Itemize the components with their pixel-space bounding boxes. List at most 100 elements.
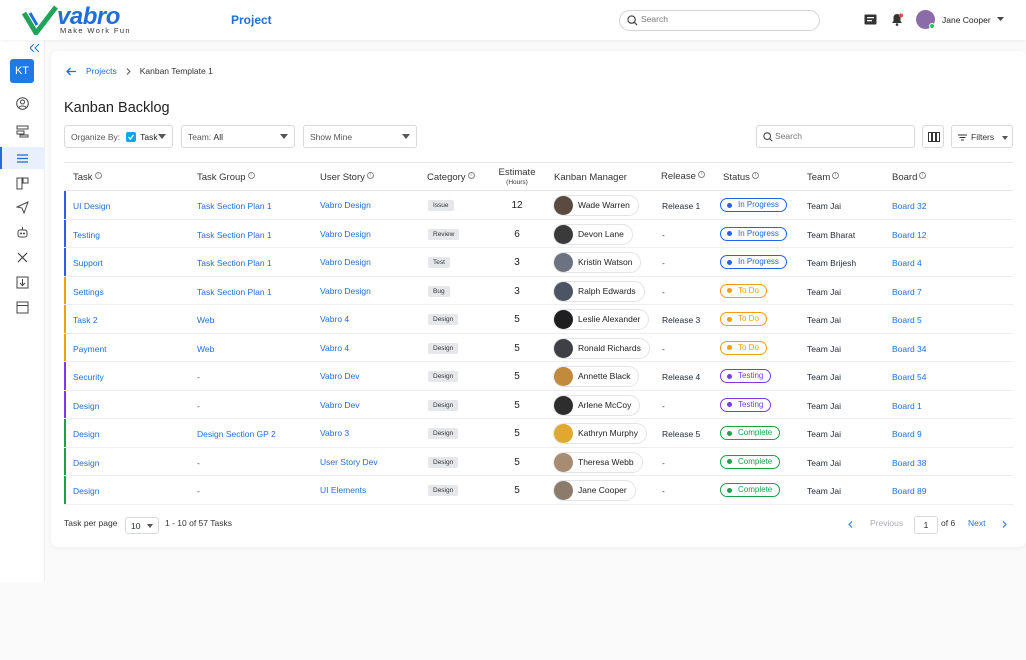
board-link[interactable]: Board 7 [892,286,922,297]
chevron-down-icon[interactable] [997,17,1004,22]
manager-chip[interactable]: Jane Cooper [553,480,636,501]
task-link[interactable]: Settings [73,286,104,297]
task-link[interactable]: Task 2 [73,315,98,325]
task-group-link[interactable]: Task Section Plan 1 [197,258,272,268]
table-row[interactable]: Design - User Story Dev Design 5 Theresa Webb… [64,447,1013,476]
project-badge[interactable]: KT [10,59,34,83]
board-link[interactable]: Board 4 [892,258,922,268]
task-link[interactable]: Design [73,429,100,439]
layout-icon[interactable] [16,177,29,190]
status-badge[interactable]: Testing [720,397,772,412]
user-story-link[interactable]: UI Elements [320,485,367,495]
chevron-right-icon[interactable] [1002,521,1007,528]
status-badge[interactable]: Testing [720,369,772,383]
user-story-link[interactable]: Vabro Design [320,257,371,267]
board-link[interactable]: Board 38 [892,457,927,468]
download-icon[interactable] [16,276,29,289]
table-row[interactable]: Settings Task Section Plan 1 Vabro Design B… [64,276,1013,305]
manager-chip[interactable]: Arlene McCoy [553,394,641,416]
task-group-link[interactable]: Task Section Plan 1 [197,286,272,297]
table-search[interactable] [756,125,915,148]
manager-chip[interactable]: Kristin Watson [553,252,642,273]
team-select[interactable]: Team: All [181,125,295,148]
user-story-link[interactable]: Vabro Dev [320,371,360,381]
organize-by-select[interactable]: Organize By: Task [64,125,173,148]
table-row[interactable]: Payment Web Vabro 4 Design 5 Ronald Richards -… [64,333,1013,362]
task-link[interactable]: Design [73,486,100,496]
breadcrumb-projects[interactable]: Projects [86,66,117,76]
user-story-link[interactable]: User Story Dev [320,456,378,467]
next-button[interactable]: Next [968,518,986,528]
status-badge[interactable]: In Progress [720,255,787,269]
task-link[interactable]: Support [73,258,103,268]
chevron-left-icon[interactable] [848,521,853,528]
task-group-link[interactable]: Web [197,315,215,325]
bot-icon[interactable] [16,226,29,239]
task-link[interactable]: Testing [73,229,100,240]
status-badge[interactable]: In Progress [720,226,787,241]
user-story-link[interactable]: Vabro 3 [320,428,350,438]
board-icon[interactable] [16,125,29,138]
manager-chip[interactable]: Leslie Alexander [553,309,650,330]
col-board[interactable]: Board i [892,172,927,183]
page-input[interactable]: 1 [914,516,938,534]
user-story-link[interactable]: Vabro Design [320,228,371,239]
top-search[interactable] [619,10,820,31]
col-user-story[interactable]: User Story i [320,172,374,183]
brand-name[interactable]: vabro [57,3,120,30]
filters-button[interactable]: Filters [951,125,1013,148]
table-row[interactable]: Testing Task Section Plan 1 Vabro Design Re… [64,219,1013,248]
status-badge[interactable]: Complete [720,426,781,440]
tools-icon[interactable] [16,251,29,264]
user-story-link[interactable]: Vabro Dev [320,399,360,410]
manager-chip[interactable]: Annette Black [553,366,640,387]
vabro-logo-icon[interactable] [22,5,58,35]
user-story-link[interactable]: Vabro 4 [320,342,350,353]
status-badge[interactable]: To Do [720,312,767,326]
backlog-icon[interactable] [16,152,29,165]
previous-button[interactable]: Previous [870,518,904,528]
show-mine-select[interactable]: Show Mine [303,125,417,148]
col-task[interactable]: Task i [73,172,102,183]
user-story-link[interactable]: Vabro 4 [320,314,350,324]
table-row[interactable]: Task 2 Web Vabro 4 Design 5 Leslie Alexander R… [64,305,1013,334]
inbox-icon[interactable] [864,14,877,25]
status-badge[interactable]: Complete [720,483,781,497]
task-link[interactable]: UI Design [73,201,111,211]
col-task-group[interactable]: Task Group i [197,172,255,183]
top-search-input[interactable] [641,14,811,24]
col-status[interactable]: Status i [723,172,759,183]
col-team[interactable]: Team i [807,172,840,183]
board-link[interactable]: Board 32 [892,201,927,211]
manager-chip[interactable]: Ronald Richards [553,337,650,359]
table-row[interactable]: Design - Vabro Dev Design 5 Arlene McCoy - Test… [64,390,1013,419]
board-link[interactable]: Board 5 [892,315,922,325]
status-badge[interactable]: To Do [720,283,767,298]
status-badge[interactable]: In Progress [720,198,787,212]
manager-chip[interactable]: Wade Warren [553,195,639,216]
col-release[interactable]: Release i [661,171,705,182]
col-kanban-manager[interactable]: Kanban Manager [554,172,627,183]
task-group-link[interactable]: Design Section GP 2 [197,429,276,439]
col-category[interactable]: Category i [427,172,475,183]
user-story-link[interactable]: Vabro Design [320,200,371,210]
per-page-select[interactable]: 10 [125,517,159,534]
task-link[interactable]: Design [73,457,100,468]
task-group-link[interactable]: Web [197,343,215,354]
user-story-link[interactable]: Vabro Design [320,285,371,296]
table-row[interactable]: Design Design Section GP 2 Vabro 3 Design 5 K… [64,419,1013,448]
table-search-input[interactable] [775,131,905,141]
manager-chip[interactable]: Devon Lane [553,223,633,245]
task-group-link[interactable]: Task Section Plan 1 [197,201,272,211]
collapse-icon[interactable] [30,44,39,52]
manager-chip[interactable]: Kathryn Murphy [553,423,647,444]
board-link[interactable]: Board 34 [892,343,927,354]
task-link[interactable]: Security [73,372,104,382]
board-link[interactable]: Board 9 [892,429,922,439]
status-badge[interactable]: To Do [720,340,767,355]
back-arrow-icon[interactable] [66,67,77,76]
manager-chip[interactable]: Ralph Edwards [553,280,645,302]
task-group-link[interactable]: Task Section Plan 1 [197,229,272,240]
table-row[interactable]: Design - UI Elements Design 5 Jane Cooper - Com… [64,476,1013,505]
board-link[interactable]: Board 89 [892,486,927,496]
